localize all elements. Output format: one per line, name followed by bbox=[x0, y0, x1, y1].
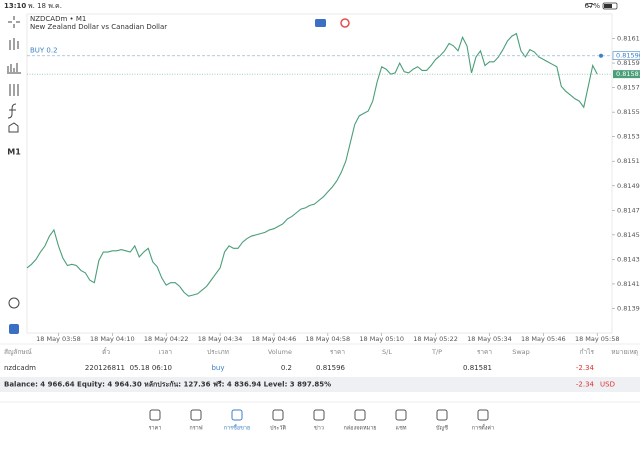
settings-icon[interactable] bbox=[9, 84, 19, 96]
summary-bar bbox=[0, 377, 640, 392]
table-cell[interactable]: nzdcadm bbox=[4, 364, 36, 372]
crosshair-icon[interactable] bbox=[8, 16, 20, 28]
nav-label[interactable]: ประวัติ bbox=[270, 425, 286, 432]
x-tick-label: 18 May 05:46 bbox=[521, 335, 566, 343]
table-cell[interactable]: 220126811 bbox=[85, 364, 125, 372]
table-header: กำไร bbox=[580, 348, 595, 356]
signal-icon[interactable] bbox=[340, 18, 350, 28]
battery-icon bbox=[602, 2, 618, 10]
position-price: 0.81596 bbox=[616, 52, 640, 60]
table-cell[interactable]: 0.81581 bbox=[463, 364, 492, 372]
nav-label[interactable]: การซื้อขาย bbox=[224, 424, 250, 432]
table-cell[interactable]: 0.81596 bbox=[316, 364, 345, 372]
price-line bbox=[26, 32, 598, 297]
nav-icon[interactable] bbox=[313, 409, 325, 421]
bid-price: 0.81581 bbox=[616, 70, 640, 78]
table-header: เวลา bbox=[158, 348, 172, 356]
summary-currency: USD bbox=[600, 381, 615, 389]
x-tick-label: 18 May 05:58 bbox=[575, 335, 620, 343]
toolbar[interactable] bbox=[7, 16, 21, 309]
table-cell[interactable]: -2.34 bbox=[576, 364, 595, 372]
nav-label[interactable]: กราฟ bbox=[189, 425, 202, 432]
nav-icon[interactable] bbox=[395, 409, 407, 421]
nav-icon[interactable] bbox=[477, 409, 489, 421]
chart-symbol: NZDCADm • M1 bbox=[30, 15, 86, 23]
nav-icon[interactable] bbox=[272, 409, 284, 421]
x-tick-label: 18 May 05:10 bbox=[359, 335, 404, 343]
nav-label[interactable]: บัญชี bbox=[436, 425, 448, 432]
broker-icon[interactable] bbox=[9, 324, 19, 334]
x-tick-label: 18 May 05:22 bbox=[413, 335, 458, 343]
nav-label[interactable]: ราคา bbox=[149, 426, 162, 432]
indicators-icon[interactable] bbox=[7, 63, 21, 74]
table-header: Swap bbox=[512, 348, 530, 356]
table-cell[interactable]: buy bbox=[211, 364, 224, 372]
battery-level bbox=[604, 4, 612, 8]
table-cell[interactable]: 05.18 06:10 bbox=[130, 364, 172, 372]
x-tick-label: 18 May 04:34 bbox=[198, 335, 243, 343]
position-price-box bbox=[612, 51, 640, 61]
y-tick-label: 0.81610 bbox=[617, 35, 640, 43]
nav-label[interactable]: แชท bbox=[396, 425, 407, 432]
x-tick-label: 18 May 04:22 bbox=[144, 335, 189, 343]
table-header: ประเภท bbox=[207, 348, 229, 356]
table-header: หมายเหตุ bbox=[611, 348, 638, 356]
x-tick-label: 18 May 04:10 bbox=[90, 335, 135, 343]
position-label: BUY 0.2 bbox=[30, 47, 58, 55]
status-time: 13:10 bbox=[4, 2, 26, 10]
table-header: T/P bbox=[431, 348, 442, 356]
zoom-icon[interactable] bbox=[8, 297, 20, 309]
function-icon[interactable] bbox=[7, 103, 17, 119]
summary-text: Balance: 4 966.64 Equity: 4 964.30 หลักป… bbox=[4, 381, 331, 389]
wifi-icon bbox=[585, 3, 595, 8]
bid-price-box bbox=[613, 70, 640, 79]
nav-label[interactable]: การตั้งค่า bbox=[472, 424, 494, 432]
x-tick-label: 18 May 03:58 bbox=[36, 335, 81, 343]
objects-icon[interactable] bbox=[8, 122, 19, 133]
nav-icon[interactable] bbox=[190, 409, 202, 421]
nav-icon[interactable] bbox=[354, 409, 366, 421]
nav-label[interactable]: ข่าว bbox=[314, 426, 324, 432]
nav-icon[interactable] bbox=[149, 409, 161, 421]
plot-frame bbox=[26, 13, 613, 334]
x-tick-label: 18 May 04:46 bbox=[252, 335, 297, 343]
summary-profit: -2.34 bbox=[576, 381, 595, 389]
x-tick-label: 18 May 05:34 bbox=[467, 335, 512, 343]
status-date: พ. 18 พ.ค. bbox=[28, 2, 62, 10]
chart-description: New Zealand Dollar vs Canadian Dollar bbox=[30, 23, 167, 31]
table-header: Volume bbox=[268, 348, 292, 356]
nav-icon[interactable] bbox=[436, 409, 448, 421]
one-click-icon[interactable] bbox=[315, 19, 326, 27]
status-battery: 67% bbox=[584, 2, 600, 10]
nav-label[interactable]: กล่องจดหมาย bbox=[343, 426, 376, 432]
table-header: สัญลักษณ์ bbox=[4, 348, 32, 356]
candles-icon[interactable] bbox=[9, 38, 19, 50]
table-header: ราคา bbox=[330, 348, 345, 356]
table-header: ตั๋ว bbox=[102, 347, 110, 356]
table-cell[interactable]: 0.2 bbox=[281, 364, 292, 372]
timeframe[interactable]: M1 bbox=[7, 148, 21, 157]
position-dot[interactable] bbox=[599, 53, 603, 58]
x-tick-label: 18 May 04:58 bbox=[306, 335, 351, 343]
table-header: ราคา bbox=[477, 348, 492, 356]
table-header: S/L bbox=[382, 348, 392, 356]
nav-icon[interactable] bbox=[231, 409, 243, 421]
